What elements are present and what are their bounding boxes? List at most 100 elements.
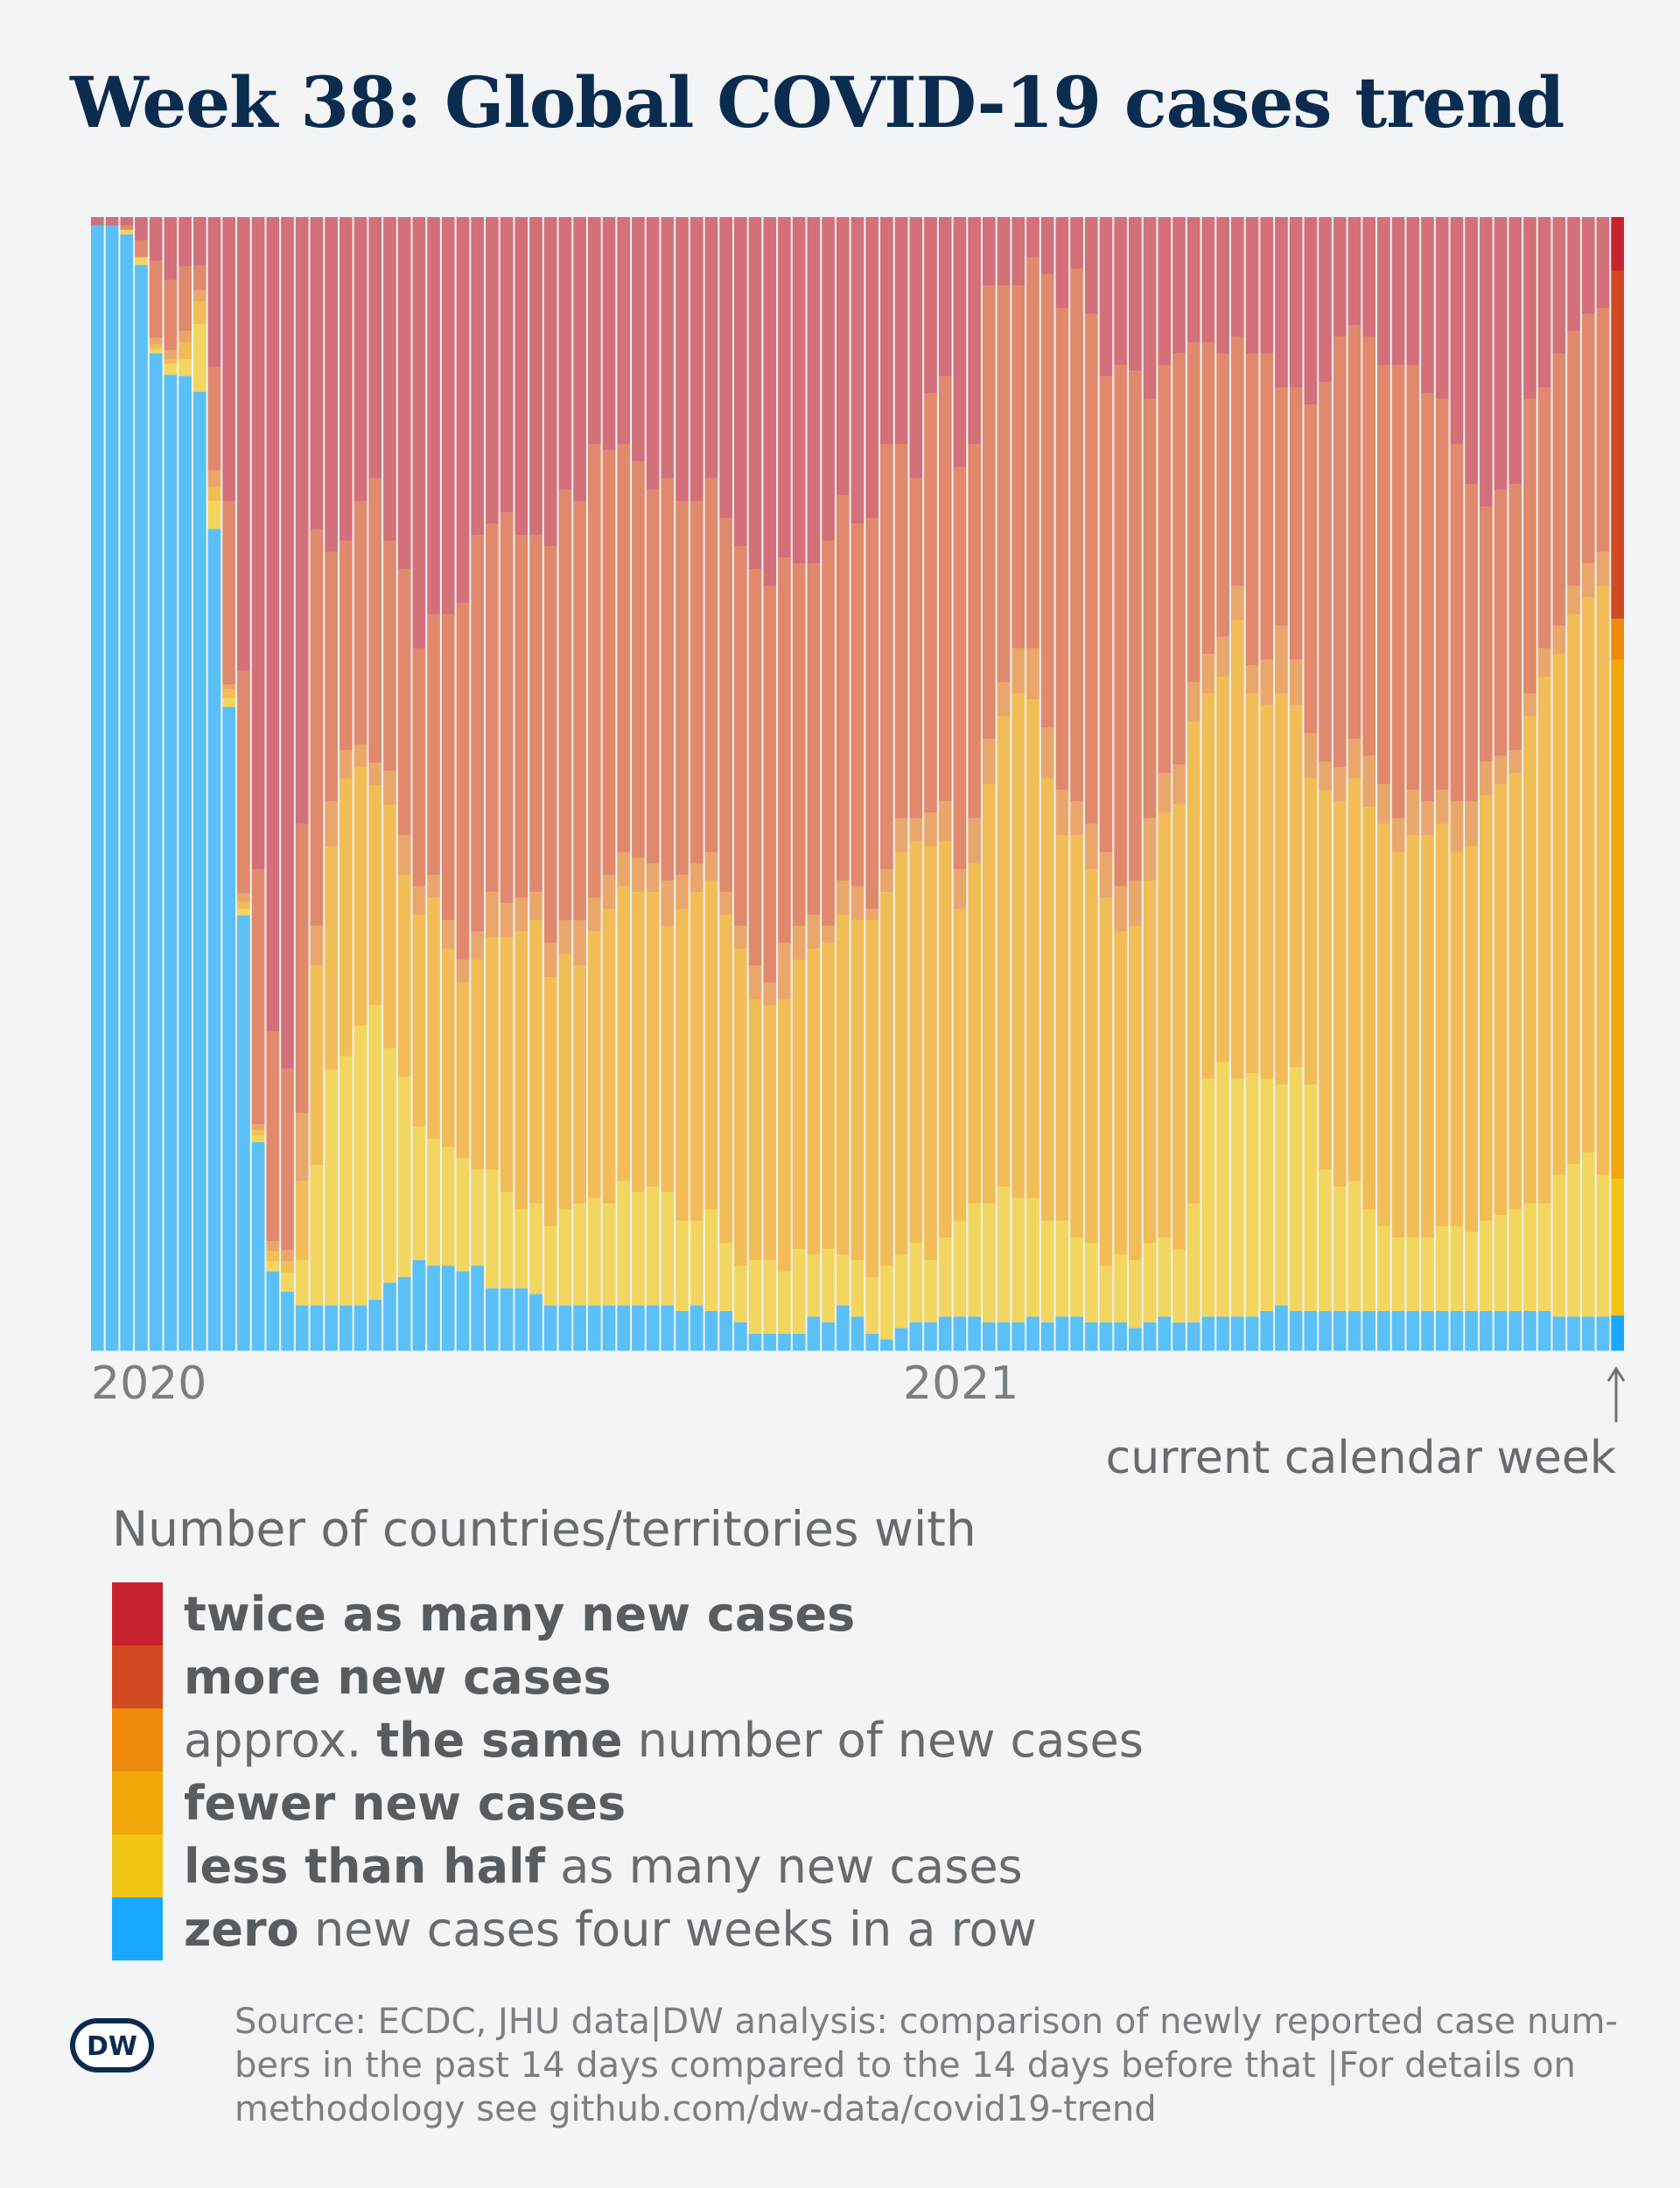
bar-segment-fewer (1333, 800, 1347, 1187)
bar-segment-fewer (1537, 676, 1551, 1204)
bar-segment-fewer (1479, 795, 1493, 1221)
bar-segment-zero (909, 1322, 923, 1351)
bar-segment-same (1099, 852, 1113, 898)
bar-week (1319, 217, 1332, 1351)
bar-segment-half (1026, 1197, 1040, 1317)
bar-segment-more (836, 494, 850, 880)
bar-segment-zero (573, 1305, 586, 1351)
bar-segment-zero (354, 1305, 368, 1351)
bar-segment-more (1494, 488, 1508, 756)
bar-segment-twice (222, 217, 236, 501)
bar-week (514, 217, 528, 1351)
bar-segment-fewer (1114, 930, 1128, 1255)
bar-segment-twice (1201, 217, 1215, 342)
bar-segment-fewer (529, 919, 542, 1204)
bar-segment-fewer (1435, 823, 1449, 1226)
bar-segment-twice (617, 217, 631, 445)
bar-segment-more (1435, 398, 1449, 790)
legend-item-more: more new cases (112, 1645, 1144, 1708)
bar-segment-fewer (865, 919, 879, 1278)
bar-week (354, 217, 368, 1351)
bar-segment-half (397, 1076, 411, 1278)
bar-week (397, 217, 411, 1351)
bar-segment-twice (909, 217, 923, 479)
bar-week (1581, 217, 1595, 1351)
bar-week (91, 217, 104, 1351)
bar-segment-zero (1465, 1310, 1478, 1351)
bar-segment-same (748, 964, 762, 999)
bar-segment-more (748, 568, 762, 966)
bar-segment-fewer (1216, 676, 1229, 1062)
bar-week (1377, 217, 1390, 1351)
bar-week (1596, 217, 1610, 1351)
bar-week (325, 217, 338, 1351)
bar-week (982, 217, 996, 1351)
bar-segment-twice (719, 217, 732, 518)
bar-segment-zero (91, 225, 104, 1351)
bar-segment-twice (763, 217, 777, 586)
bar-segment-half (1333, 1186, 1347, 1312)
bar-week (1391, 217, 1405, 1351)
bar-week (1084, 217, 1098, 1351)
bar-segment-same (1391, 817, 1405, 852)
bar-segment-same (339, 749, 353, 779)
bar-segment-twice (105, 217, 119, 226)
bar-segment-fewer (500, 936, 514, 1193)
bar-segment-more (763, 585, 777, 983)
bar-week (1129, 217, 1142, 1351)
bar-segment-zero (222, 706, 236, 1351)
bar-segment-twice (1172, 217, 1186, 354)
bar-segment-half (894, 1253, 908, 1329)
bar-week (178, 217, 192, 1351)
x-tick-label-2021: 2021 (903, 1357, 1018, 1410)
bar-week (763, 217, 777, 1351)
bar-segment-zero (1319, 1310, 1332, 1351)
bar-segment-twice (1552, 217, 1566, 354)
bar-segment-zero (149, 353, 163, 1351)
bar-segment-zero (1186, 1322, 1200, 1351)
bar-week (383, 217, 396, 1351)
bar-week (164, 217, 178, 1351)
bar-segment-twice (1040, 217, 1054, 275)
bar-segment-zero (1172, 1322, 1186, 1351)
bar-segment-fewer (1260, 704, 1274, 1079)
bar-segment-more (1172, 352, 1186, 765)
bar-segment-same (295, 1112, 309, 1182)
bar-segment-zero (1289, 1310, 1303, 1351)
bar-week (880, 217, 893, 1351)
bar-segment-same (1230, 585, 1244, 621)
bar-segment-fewer (1377, 823, 1390, 1226)
bar-week (573, 217, 586, 1351)
bar-segment-zero (251, 1141, 265, 1351)
bar-segment-more (1158, 364, 1172, 773)
bar-segment-twice (514, 217, 528, 535)
bar-segment-twice (1581, 217, 1595, 314)
bar-segment-fewer (748, 999, 762, 1260)
bar-segment-fewer (412, 914, 426, 1126)
bar-segment-twice (573, 217, 586, 501)
bar-segment-more (1040, 273, 1054, 728)
bar-segment-half (1275, 1083, 1288, 1306)
bar-week (1537, 217, 1551, 1351)
bar-segment-half (953, 1220, 967, 1317)
bar-segment-same (778, 942, 791, 999)
bar-segment-twice (1479, 217, 1493, 507)
bar-segment-fewer (1596, 585, 1610, 1175)
bar-segment-zero (1099, 1322, 1113, 1351)
bar-segment-zero (1362, 1310, 1376, 1351)
bar-segment-fewer (1406, 834, 1420, 1238)
bar-segment-same (514, 897, 528, 932)
bar-segment-twice (822, 217, 835, 541)
bar-segment-twice (1055, 217, 1069, 308)
bar-segment-fewer (325, 845, 338, 1070)
bar-segment-half (763, 1259, 777, 1334)
bar-segment-zero (1275, 1305, 1288, 1351)
bar-segment-half (661, 1191, 675, 1306)
bar-segment-more (354, 500, 368, 745)
bar-segment-zero (1611, 1315, 1624, 1351)
bar-segment-twice (281, 217, 294, 1069)
bar-segment-same (704, 852, 718, 880)
bar-segment-zero (646, 1305, 660, 1351)
bar-segment-half (412, 1126, 426, 1260)
bar-segment-zero (792, 1333, 806, 1351)
